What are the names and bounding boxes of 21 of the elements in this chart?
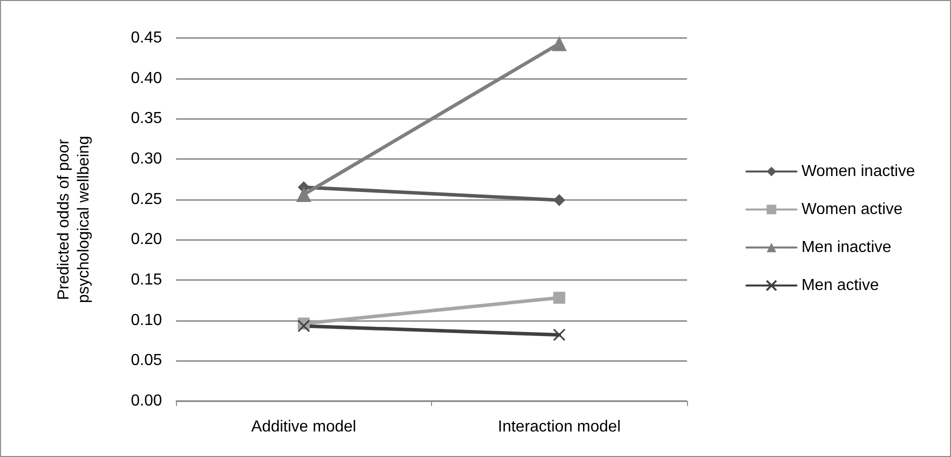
y-axis-title: Predicted odds of poor psychological wellbeing xyxy=(56,136,92,304)
y-tick-label: 0.40 xyxy=(130,70,162,87)
y-tick-label: 0.30 xyxy=(130,150,162,168)
y-tick-label: 0.45 xyxy=(130,30,162,46)
y-tick-label: 0.25 xyxy=(130,190,162,208)
y-tick-label: 0.10 xyxy=(130,312,162,329)
y-tick-label: 0.15 xyxy=(130,272,162,288)
y-tick-label: 0.35 xyxy=(130,110,162,128)
point xyxy=(297,320,310,332)
x-tick-label: Interaction model xyxy=(498,418,621,436)
legend-label: Women inactive xyxy=(801,163,916,180)
y-tick-label: 0.00 xyxy=(130,392,162,410)
point xyxy=(553,292,566,304)
y-tick-label: 0.20 xyxy=(130,231,162,248)
point xyxy=(552,328,566,342)
y-tick-label: 0.05 xyxy=(130,352,162,370)
x-tick-label: Additive model xyxy=(251,418,356,436)
legend-label: Men inactive xyxy=(801,239,892,256)
point xyxy=(553,194,566,206)
legend-label: Women active xyxy=(801,201,903,218)
legend-label: Men active xyxy=(801,277,879,294)
